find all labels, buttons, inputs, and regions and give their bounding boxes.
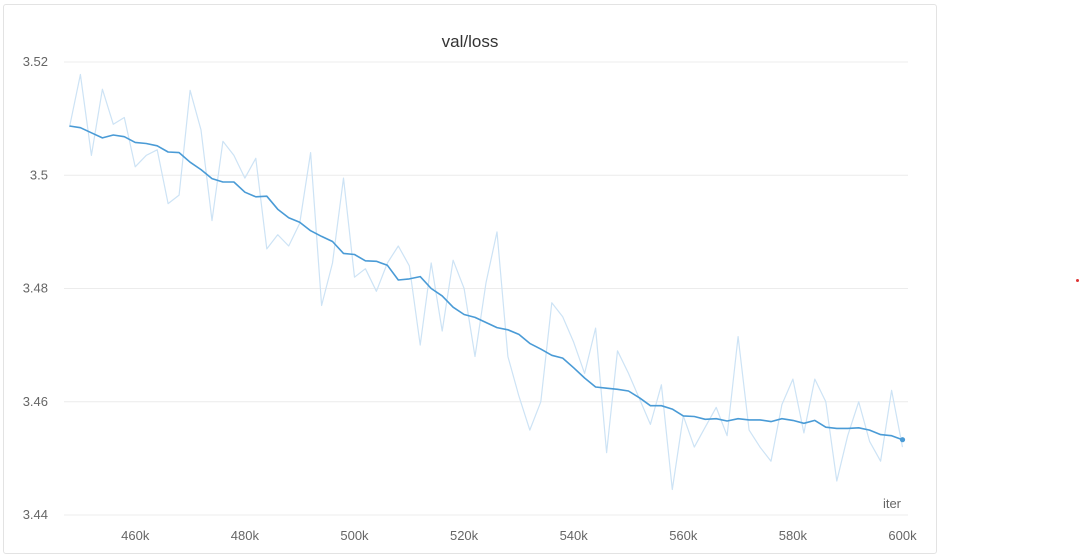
y-tick-label: 3.5 [30, 167, 48, 182]
x-tick-label: 540k [560, 528, 589, 543]
x-axis-ticks: 460k 480k 500k 520k 540k 560k 580k 600k [121, 528, 917, 543]
y-tick-label: 3.48 [23, 281, 48, 296]
x-tick-label: 560k [669, 528, 698, 543]
x-tick-label: 480k [231, 528, 260, 543]
line-chart[interactable]: 3.44 3.46 3.48 3.5 3.52 460k 480k 500k 520k 540k… [0, 0, 940, 560]
chart-panel [3, 4, 937, 554]
x-tick-label: 460k [121, 528, 150, 543]
x-tick-label: 600k [888, 528, 917, 543]
y-tick-label: 3.46 [23, 394, 48, 409]
x-tick-label: 520k [450, 528, 479, 543]
raw-series-line [68, 73, 904, 491]
smoothed-series-line [69, 125, 903, 441]
x-tick-label: 580k [779, 528, 808, 543]
stray-marker-dot [1076, 279, 1079, 282]
grid-lines [64, 61, 908, 516]
y-tick-label: 3.52 [23, 54, 48, 69]
smoothed-series-endpoint [899, 437, 906, 443]
chart-title: val/loss [441, 32, 499, 51]
y-axis-ticks: 3.44 3.46 3.48 3.5 3.52 [23, 54, 48, 522]
series-lines [68, 73, 906, 491]
x-tick-label: 500k [340, 528, 369, 543]
x-axis-label: iter [883, 496, 902, 511]
y-tick-label: 3.44 [23, 507, 48, 522]
